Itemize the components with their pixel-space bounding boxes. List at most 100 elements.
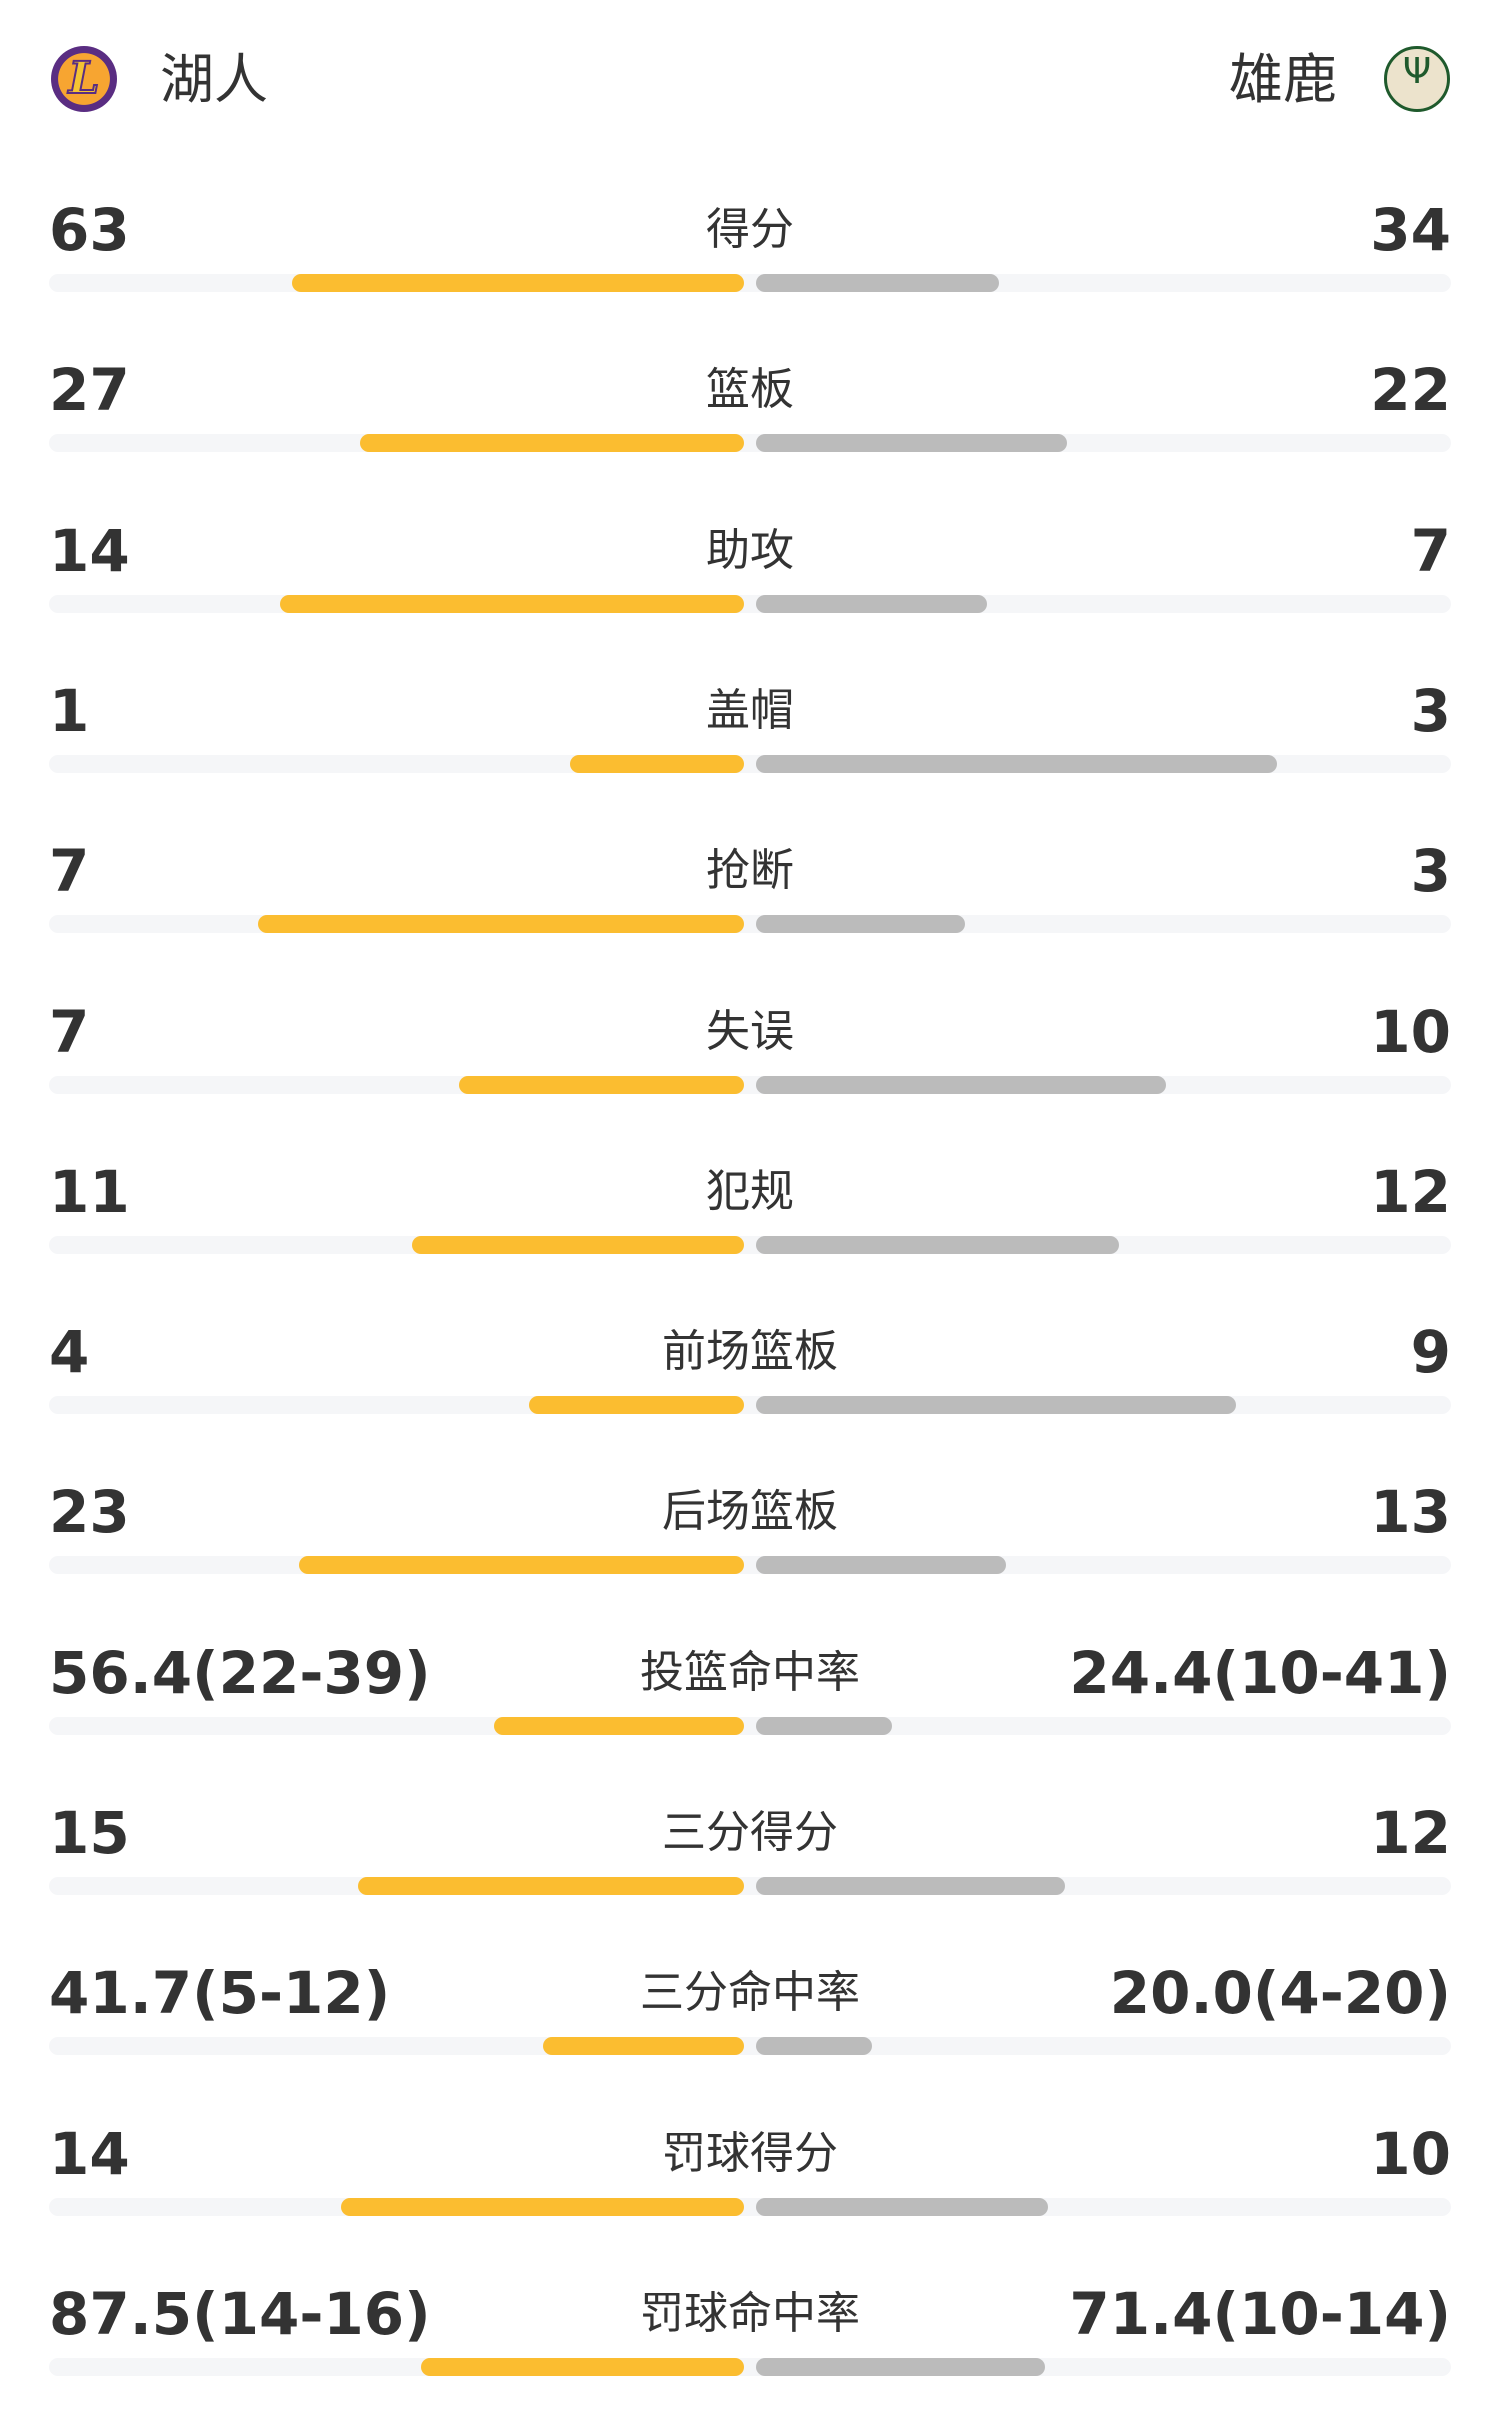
stat-label: 罚球得分 (662, 2127, 838, 2179)
away-bar (756, 1877, 1066, 1895)
stat-bar-track (49, 594, 1451, 613)
stat-row: 41.7(5-12) 三分命中率 20.0(4-20) (0, 1943, 1500, 2103)
home-value: 7 (49, 837, 90, 906)
bucks-logo-text: Ψ (1402, 51, 1432, 92)
away-team-name[interactable]: 雄鹿 (1229, 48, 1337, 111)
stat-bar-track (49, 1396, 1451, 1415)
away-value: 10 (1370, 2119, 1451, 2188)
stat-row: 23 后场篮板 13 (0, 1462, 1500, 1622)
stat-bar-track (49, 434, 1451, 453)
away-bar (756, 1235, 1119, 1254)
home-value: 14 (49, 516, 130, 585)
home-bar (528, 1396, 744, 1415)
lakers-logo-text: L (68, 52, 101, 105)
home-bar (420, 2357, 744, 2376)
home-bar (411, 1235, 744, 1254)
away-value: 3 (1410, 837, 1451, 906)
away-bar (756, 1556, 1007, 1575)
stat-bar-track (49, 1235, 1451, 1254)
home-value: 56.4(22-39) (49, 1638, 431, 1707)
stat-row: 14 助攻 7 (0, 501, 1500, 661)
home-team-name[interactable]: 湖人 (160, 48, 268, 111)
home-value: 15 (49, 1799, 130, 1867)
away-value: 7 (1410, 516, 1451, 585)
away-bar (756, 2197, 1048, 2216)
stat-label: 助攻 (706, 524, 794, 576)
stat-label: 盖帽 (706, 684, 794, 736)
home-value: 23 (49, 1478, 130, 1547)
stat-bar-track (49, 274, 1451, 292)
stat-row: 87.5(14-16) 罚球命中率 71.4(10-14) (0, 2264, 1500, 2424)
away-bar (756, 1716, 893, 1735)
stat-label: 失误 (706, 1005, 794, 1057)
home-bar (292, 274, 744, 292)
stat-label: 三分命中率 (640, 1967, 860, 2019)
home-value: 4 (49, 1318, 90, 1387)
stat-bar-track (49, 1877, 1451, 1895)
lakers-logo[interactable]: L (51, 46, 117, 112)
away-value: 3 (1410, 676, 1451, 745)
home-value: 14 (49, 2119, 130, 2188)
stat-bar-track (49, 1716, 1451, 1735)
home-bar (358, 1877, 744, 1895)
stat-row: 11 犯规 12 (0, 1142, 1500, 1302)
home-value: 7 (49, 997, 90, 1066)
home-bar (493, 1716, 744, 1735)
home-bar (570, 754, 744, 773)
away-bar (756, 754, 1278, 773)
stat-label: 抢断 (706, 845, 794, 897)
stat-label: 得分 (706, 204, 794, 255)
stat-bar-track (49, 2037, 1451, 2056)
away-value: 12 (1370, 1157, 1451, 1226)
home-value: 41.7(5-12) (49, 1959, 391, 2028)
stat-bar-track (49, 754, 1451, 773)
stat-row: 7 失误 10 (0, 982, 1500, 1142)
home-bar (299, 1556, 744, 1575)
stat-label: 后场篮板 (662, 1486, 838, 1538)
stat-row: 1 盖帽 3 (0, 661, 1500, 821)
home-bar (257, 915, 744, 934)
away-value: 22 (1370, 356, 1451, 425)
stat-bar-track (49, 1556, 1451, 1575)
stat-row: 27 篮板 22 (0, 340, 1500, 500)
stat-label: 投篮命中率 (640, 1646, 860, 1698)
home-value: 11 (49, 1157, 130, 1226)
stat-bar-track (49, 915, 1451, 934)
stat-row: 15 三分得分 12 (0, 1783, 1500, 1943)
away-value: 71.4(10-14) (1069, 2279, 1451, 2348)
away-bar (756, 1396, 1236, 1415)
away-bar (756, 2357, 1046, 2376)
stat-label: 犯规 (706, 1165, 794, 1217)
home-bar (359, 434, 744, 453)
stat-bar-track (49, 1075, 1451, 1094)
home-bar (459, 1075, 744, 1094)
away-value: 34 (1370, 196, 1451, 264)
stat-label: 篮板 (706, 364, 794, 416)
stat-row: 14 罚球得分 10 (0, 2104, 1500, 2264)
away-value: 20.0(4-20) (1109, 1959, 1451, 2028)
away-bar (756, 274, 1000, 292)
bucks-logo[interactable]: Ψ (1384, 46, 1450, 112)
stat-row: 63 得分 34 (0, 180, 1500, 340)
stat-label: 三分得分 (662, 1807, 838, 1858)
away-value: 24.4(10-41) (1069, 1638, 1451, 1707)
away-value: 12 (1370, 1799, 1451, 1867)
away-value: 13 (1370, 1478, 1451, 1547)
stat-label: 前场篮板 (662, 1326, 838, 1378)
away-value: 9 (1410, 1318, 1451, 1387)
stat-row: 4 前场篮板 9 (0, 1302, 1500, 1462)
home-bar (542, 2037, 744, 2056)
away-value: 10 (1370, 997, 1451, 1066)
home-value: 87.5(14-16) (49, 2279, 431, 2348)
stat-row: 56.4(22-39) 投篮命中率 24.4(10-41) (0, 1623, 1500, 1783)
home-value: 27 (49, 356, 130, 425)
stat-bar-track (49, 2197, 1451, 2216)
home-bar (280, 594, 744, 613)
away-bar (756, 434, 1067, 453)
away-bar (756, 594, 988, 613)
stat-bar-track (49, 2357, 1451, 2376)
teams-header: L 湖人 雄鹿 Ψ (0, 40, 1500, 120)
away-bar (756, 1075, 1166, 1094)
stat-row: 7 抢断 3 (0, 821, 1500, 981)
home-bar (340, 2197, 744, 2216)
